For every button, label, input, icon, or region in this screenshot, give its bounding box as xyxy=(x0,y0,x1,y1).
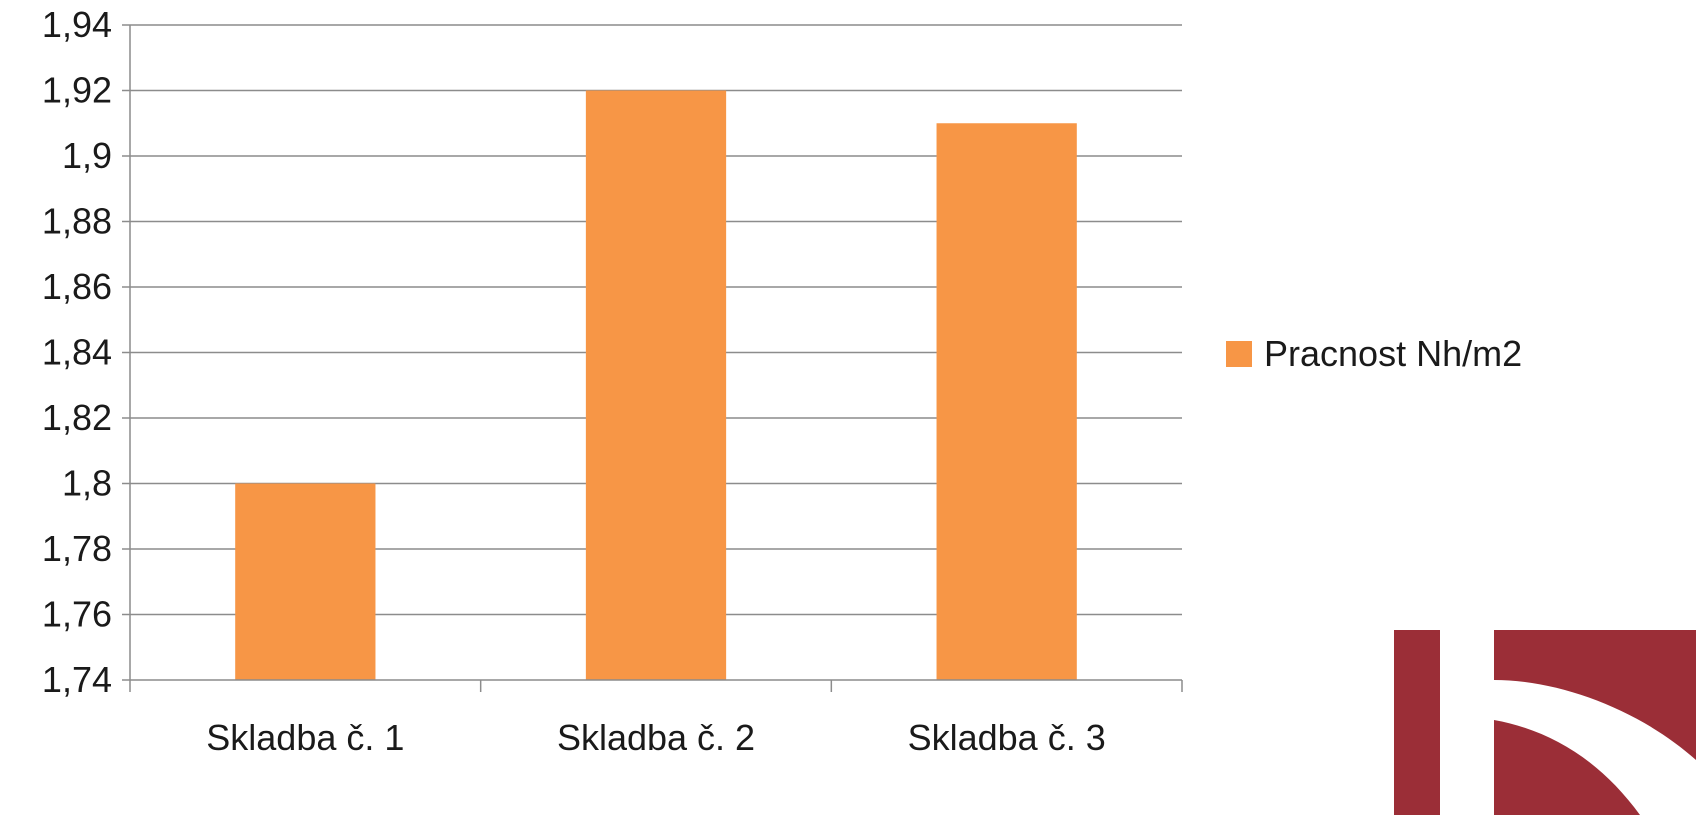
y-tick-label: 1,8 xyxy=(62,463,112,504)
legend-swatch xyxy=(1226,341,1252,367)
x-tick-label: Skladba č. 1 xyxy=(206,717,404,758)
x-tick-label: Skladba č. 3 xyxy=(908,717,1106,758)
logo-curve xyxy=(1494,680,1696,815)
legend-label: Pracnost Nh/m2 xyxy=(1264,333,1522,374)
x-tick-labels: Skladba č. 1 Skladba č. 2 Skladba č. 3 xyxy=(206,717,1105,758)
y-tick-label: 1,86 xyxy=(42,266,112,307)
logo-left-block xyxy=(1394,630,1440,815)
y-tick-label: 1,78 xyxy=(42,528,112,569)
y-tick-label: 1,94 xyxy=(42,4,112,45)
y-tick-label: 1,74 xyxy=(42,659,112,700)
y-tick-label: 1,76 xyxy=(42,594,112,635)
y-tick-label: 1,84 xyxy=(42,332,112,373)
bar xyxy=(936,123,1077,680)
y-tick-label: 1,88 xyxy=(42,201,112,242)
y-tick-label: 1,92 xyxy=(42,70,112,111)
bar xyxy=(235,483,376,680)
bars xyxy=(235,90,1077,680)
corner-logo xyxy=(1394,630,1696,815)
y-tick-label: 1,9 xyxy=(62,135,112,176)
x-tick-label: Skladba č. 2 xyxy=(557,717,755,758)
y-tick-labels: 1,74 1,76 1,78 1,8 1,82 1,84 1,86 1,88 1,9 1,92 1,… xyxy=(42,4,112,700)
legend: Pracnost Nh/m2 xyxy=(1226,333,1522,374)
bar xyxy=(585,90,727,680)
axes xyxy=(122,24,1183,692)
y-tick-label: 1,82 xyxy=(42,397,112,438)
